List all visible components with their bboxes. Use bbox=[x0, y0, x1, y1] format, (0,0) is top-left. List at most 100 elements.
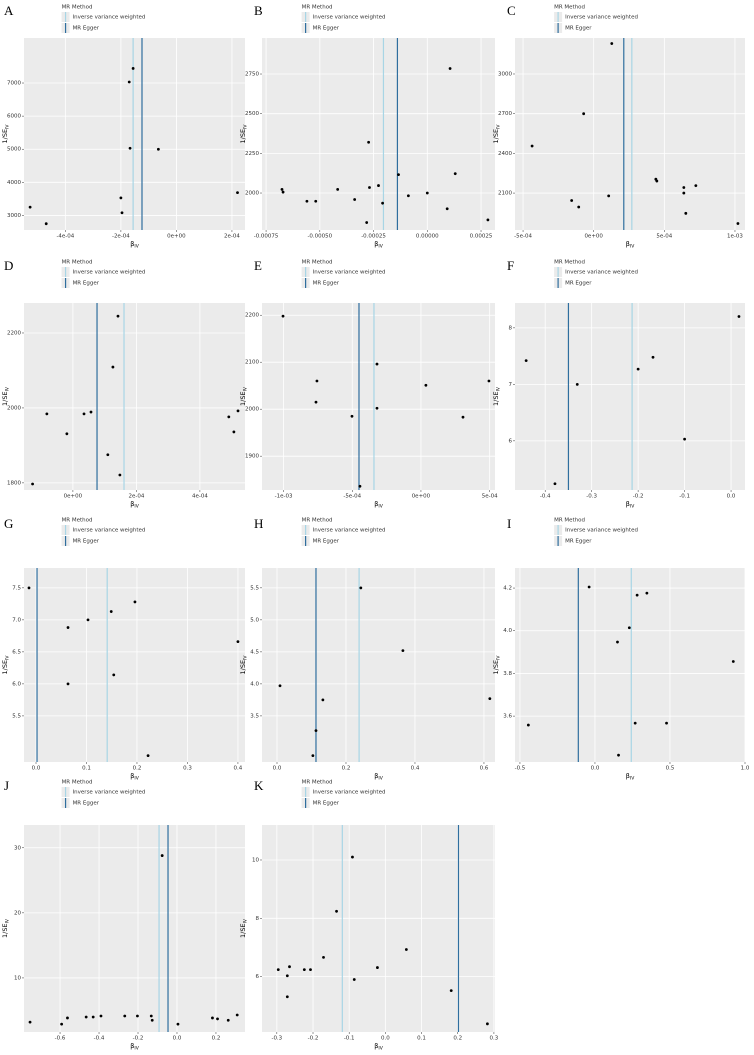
y-axis-title: 1/SEIV bbox=[239, 918, 248, 938]
x-tick-label: -0.4 bbox=[94, 1036, 105, 1042]
y-tick-label: 2000 bbox=[245, 191, 259, 197]
point bbox=[655, 179, 659, 183]
x-tick-label: -2e-04 bbox=[112, 234, 130, 240]
point bbox=[352, 978, 356, 981]
x-tick-label: 0.2 bbox=[342, 766, 351, 772]
x-tick-label: 0e+00 bbox=[167, 234, 186, 240]
x-tick-label: -0.00075 bbox=[254, 234, 279, 240]
y-axis-title-main: 1/SE bbox=[492, 129, 500, 144]
point bbox=[66, 1016, 69, 1020]
y-tick-label: 2700 bbox=[498, 111, 512, 117]
point bbox=[314, 199, 318, 203]
point bbox=[27, 586, 31, 590]
x-axis-title: βIV bbox=[130, 1042, 139, 1051]
point bbox=[128, 146, 132, 150]
point bbox=[610, 42, 614, 45]
point bbox=[424, 383, 428, 387]
legend-label: MR Egger bbox=[73, 801, 100, 807]
x-tick-label: 2e-04 bbox=[224, 234, 240, 240]
y-axis-title-main: 1/SE bbox=[492, 660, 500, 675]
point bbox=[281, 314, 285, 318]
point bbox=[375, 362, 379, 366]
y-axis-title-sub: IV bbox=[242, 918, 248, 923]
y-axis-title-sub: IV bbox=[495, 655, 501, 660]
x-tick-label: -0.1 bbox=[344, 1036, 355, 1042]
x-tick-label: 0.0 bbox=[381, 1036, 390, 1042]
point bbox=[60, 1022, 64, 1026]
x-tick-label: 5e-04 bbox=[656, 234, 672, 240]
legend-label: Inverse variance weighted bbox=[565, 15, 638, 21]
x-tick-label: -1e-03 bbox=[275, 494, 293, 500]
x-axis-title: βIV bbox=[374, 772, 383, 781]
x-axis-title-main: β bbox=[626, 240, 630, 248]
x-tick-label: 0.0 bbox=[173, 1036, 182, 1042]
y-axis-title-main: 1/SE bbox=[1, 391, 9, 406]
point bbox=[524, 359, 528, 363]
y-axis-title: 1/SEIV bbox=[1, 655, 10, 675]
y-tick-label: 6 bbox=[509, 438, 513, 444]
y-axis-title-sub: IV bbox=[495, 386, 501, 391]
point bbox=[486, 218, 490, 222]
point bbox=[309, 968, 312, 972]
legend-title: MR Method bbox=[302, 518, 333, 524]
point bbox=[487, 379, 491, 383]
x-tick-label: 0.2 bbox=[453, 1036, 462, 1042]
x-tick-label: 0.1 bbox=[82, 766, 91, 772]
y-axis-title-main: 1/SE bbox=[239, 660, 247, 675]
point bbox=[160, 854, 164, 857]
point bbox=[381, 201, 384, 205]
y-tick-label: 3000 bbox=[498, 71, 512, 77]
panel: A 3000 4000 5000 6000 7000 -4e-04 -2e-04 0e+00 2e… bbox=[1, 3, 245, 249]
legend-title: MR Method bbox=[554, 5, 585, 11]
point bbox=[367, 140, 371, 144]
y-tick-label: 2100 bbox=[245, 360, 259, 366]
legend-title: MR Method bbox=[302, 5, 333, 11]
point bbox=[627, 626, 631, 630]
y-axis-title-main: 1/SE bbox=[239, 923, 247, 938]
x-axis-title-main: β bbox=[130, 500, 134, 508]
point bbox=[401, 649, 405, 652]
point bbox=[633, 721, 637, 725]
x-axis-title: βIV bbox=[626, 240, 635, 249]
panel-letter: F bbox=[507, 258, 514, 273]
y-tick-label: 6000 bbox=[7, 114, 21, 120]
x-tick-label: 0e+00 bbox=[64, 494, 83, 500]
point bbox=[285, 995, 289, 999]
point bbox=[582, 112, 586, 116]
legend-title: MR Method bbox=[62, 260, 93, 266]
y-axis-title: 1/SEIV bbox=[1, 918, 10, 938]
legend-label: Inverse variance weighted bbox=[313, 790, 386, 796]
x-axis-title-sub: IV bbox=[378, 775, 383, 781]
legend-title: MR Method bbox=[302, 780, 333, 786]
point bbox=[235, 1013, 239, 1017]
point bbox=[577, 205, 581, 209]
y-tick-label: 10 bbox=[14, 975, 21, 981]
y-axis-title-main: 1/SE bbox=[1, 660, 9, 675]
x-tick-label: 0.5 bbox=[666, 766, 675, 772]
x-tick-label: -5e-04 bbox=[514, 234, 532, 240]
point bbox=[127, 80, 131, 84]
y-axis-title-sub: IV bbox=[4, 386, 10, 391]
x-axis-title-sub: IV bbox=[378, 503, 383, 509]
panel-letter: C bbox=[507, 3, 516, 18]
point bbox=[684, 211, 688, 215]
point bbox=[232, 430, 236, 434]
plot-background bbox=[262, 38, 495, 230]
point bbox=[285, 974, 289, 978]
x-axis-title-main: β bbox=[130, 240, 134, 248]
y-axis-title-main: 1/SE bbox=[1, 923, 9, 938]
y-axis-title: 1/SEIV bbox=[492, 655, 501, 675]
point bbox=[359, 586, 363, 590]
legend-label: MR Egger bbox=[73, 539, 100, 545]
y-axis-title: 1/SEIV bbox=[492, 124, 501, 144]
x-axis-title-sub: IV bbox=[134, 775, 139, 781]
y-tick-label: 20 bbox=[14, 910, 21, 916]
x-tick-label: -0.2 bbox=[133, 1036, 144, 1042]
x-tick-label: 0.0 bbox=[273, 766, 282, 772]
point bbox=[302, 968, 306, 972]
x-axis-title: βIV bbox=[626, 500, 635, 509]
point bbox=[131, 67, 135, 70]
point bbox=[216, 1017, 219, 1021]
x-tick-label: 0.3 bbox=[183, 766, 192, 772]
